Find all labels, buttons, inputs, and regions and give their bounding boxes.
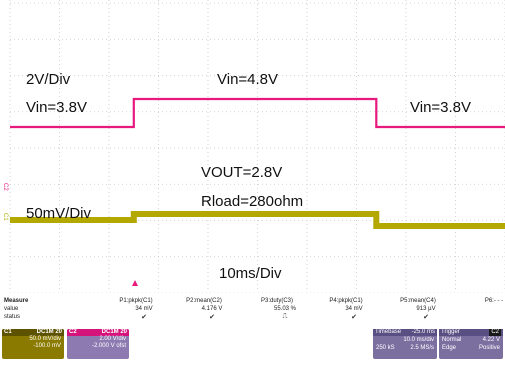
timebase-scale: 10.0 ms/div <box>403 337 434 343</box>
channel-2-settings[interactable]: C2 DC1M 20 2.00 V/div -2.000 V ofst <box>67 329 129 359</box>
channel-2-coupling: DC1M 20 <box>101 329 127 335</box>
measure-param-value: 4.176 V <box>201 306 223 312</box>
timebase-rate: 2.5 MS/s <box>410 345 434 351</box>
measure-param-name[interactable]: P5:mean(C4) <box>400 298 436 304</box>
channel-1-settings[interactable]: C1 DC1M 20 50.0 mV/div -100.0 mV <box>2 329 64 359</box>
graticule-grid <box>9 0 505 293</box>
channel-2-offset: -2.000 V ofst <box>91 343 126 349</box>
top-scale-label: 2V/Div <box>26 71 71 88</box>
status-check-icon: ✔ <box>351 314 357 321</box>
measure-label: Measure <box>4 298 29 304</box>
measure-row-status-label: status <box>4 314 21 320</box>
timebase-samples: 250 kS <box>376 345 395 351</box>
trigger-slope: Positive <box>478 345 500 351</box>
status-check-icon: ✔ <box>423 314 429 321</box>
timebase-settings[interactable]: Timebase -25.0 ms 10.0 ms/div 250 kS 2.5… <box>373 329 437 359</box>
vout-label: VOUT=2.8V <box>201 164 282 181</box>
measure-row-value-label: value <box>4 306 19 312</box>
vin-trace <box>10 97 505 129</box>
channel-1-offset: -100.0 mV <box>33 343 61 349</box>
channel-1-scale: 50.0 mV/div <box>29 336 61 342</box>
measurement-panel: Measure value status P1:pkpk(C1) 34 mV ✔ P2… <box>0 293 505 383</box>
rload-label: Rload=280ohm <box>201 193 303 210</box>
measure-param-value: 913 µV <box>416 306 436 312</box>
trigger-settings[interactable]: Trigger C2 Normal 4.22 V Edge Positive <box>439 329 503 359</box>
trigger-level: 4.22 V <box>482 337 500 343</box>
timebase-delay: -25.0 ms <box>411 329 435 335</box>
channel-2-marker: C2 <box>2 183 8 191</box>
channel-2-tag: C2 <box>69 329 77 335</box>
scope-waveform-display: C2 C1 2V/Div Vin=3.8V Vin=4.8V Vin=3.8V VOUT=2… <box>2 0 505 293</box>
status-check-icon: ✔ <box>209 314 215 321</box>
measure-param-name[interactable]: P1:pkpk(C1) <box>119 298 153 304</box>
timebase-label: Timebase <box>375 329 402 335</box>
trigger-mode: Normal <box>442 337 462 343</box>
measure-param-name[interactable]: P2:mean(C2) <box>186 298 222 304</box>
measure-param-value: 55.03 % <box>273 306 297 312</box>
vin-mid-label: Vin=4.8V <box>217 71 278 88</box>
channel-2-scale: 2.00 V/div <box>99 336 126 342</box>
channel-1-tag: C1 <box>4 329 12 335</box>
measure-param-value: 34 mV <box>135 306 153 312</box>
measure-param-name[interactable]: P6:- - - <box>484 298 504 304</box>
trigger-label: Trigger <box>441 329 460 335</box>
bottom-scale-label: 50mV/Div <box>26 205 92 222</box>
vin-right-label: Vin=3.8V <box>410 99 471 116</box>
timebase-label: 10ms/Div <box>219 265 282 282</box>
trigger-source: C2 <box>489 329 501 336</box>
status-pulse-icon: ⎍ <box>282 313 288 320</box>
trigger-type: Edge <box>442 345 457 351</box>
status-check-icon: ✔ <box>141 314 147 321</box>
measure-param-value: 34 mV <box>345 306 363 312</box>
measure-param-name[interactable]: P3:duty(C3) <box>260 298 294 304</box>
trigger-position-marker <box>132 280 138 286</box>
vin-left-label: Vin=3.8V <box>26 99 87 116</box>
channel-1-marker: C1 <box>2 213 8 221</box>
vout-trace <box>10 211 505 229</box>
measure-param-name[interactable]: P4:pkpk(C1) <box>329 298 363 304</box>
channel-1-coupling: DC1M 20 <box>36 329 62 335</box>
